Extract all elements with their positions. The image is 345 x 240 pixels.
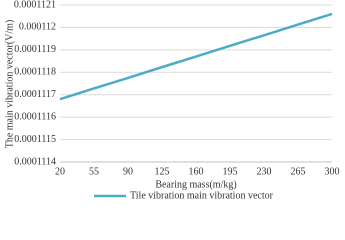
- x-tick-label: 20: [55, 166, 65, 177]
- y-tick-label: 0.0001118: [14, 67, 56, 78]
- legend-label: Tile vibration main vibration vector: [130, 190, 274, 201]
- x-tick-label: 230: [257, 166, 272, 177]
- y-tick-label: 0.0001116: [14, 111, 56, 122]
- x-tick-label: 195: [223, 166, 238, 177]
- y-tick-label: 0.0001114: [14, 156, 56, 167]
- y-axis-title: The main vibration vector(V/m): [4, 20, 15, 149]
- y-tick-label: 0.0001117: [14, 89, 56, 100]
- x-tick-label: 55: [89, 166, 99, 177]
- x-tick-label: 90: [123, 166, 133, 177]
- x-tick-label: 160: [189, 166, 204, 177]
- y-tick-label: 0.000112: [19, 22, 56, 33]
- y-tick-label: 0.0001119: [14, 44, 56, 55]
- y-tick-label: 0.0001121: [14, 0, 56, 10]
- data-line: [59, 12, 333, 101]
- x-tick-label: 300: [325, 166, 340, 177]
- x-axis-title: Bearing mass(m/kg): [155, 179, 236, 190]
- chart: The main vibration vector(V/m) Bearing m…: [4, 0, 340, 201]
- x-tick-label: 125: [155, 166, 170, 177]
- x-tick-label: 265: [291, 166, 306, 177]
- y-tick-label: 0.0001115: [14, 134, 56, 145]
